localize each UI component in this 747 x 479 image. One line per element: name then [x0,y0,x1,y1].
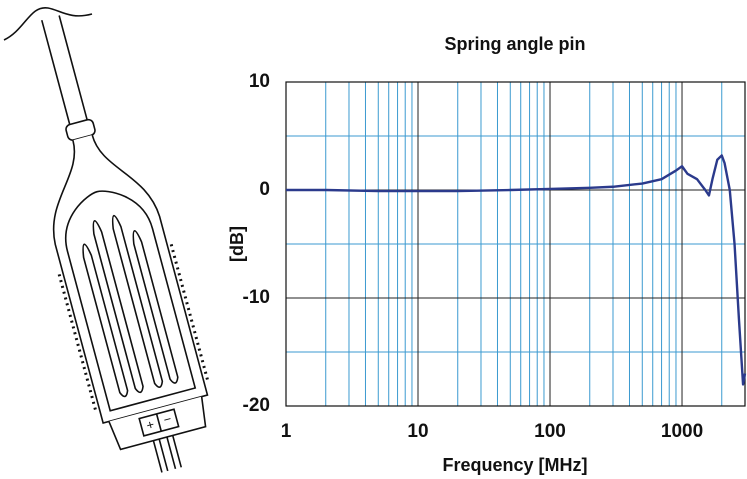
body [52,134,209,424]
grooves [82,214,179,398]
x-tick-label: 100 [534,421,566,442]
y-tick-label: -20 [243,395,270,416]
probe-illustration: + − [3,7,209,473]
probe: + − [41,15,209,473]
body-inner [65,190,197,412]
plus-label: + [145,417,156,433]
cable [41,15,88,125]
x-axis-label: Frequency [MHz] [442,455,587,475]
minus-label: − [162,411,173,427]
x-tick-label: 10 [407,421,428,442]
x-tick-label: 1 [281,421,292,442]
y-tick-label: 10 [249,71,270,92]
plot-frame [285,81,746,407]
y-axis-label: [dB] [227,226,247,262]
y-tick-label: 0 [259,179,270,200]
y-tick-label: -10 [243,287,270,308]
chart-title: Spring angle pin [444,34,585,54]
cable-loop [3,7,93,41]
pins [152,435,183,473]
divider [155,413,163,432]
x-tick-label: 1000 [661,421,703,442]
data-line [286,154,747,386]
